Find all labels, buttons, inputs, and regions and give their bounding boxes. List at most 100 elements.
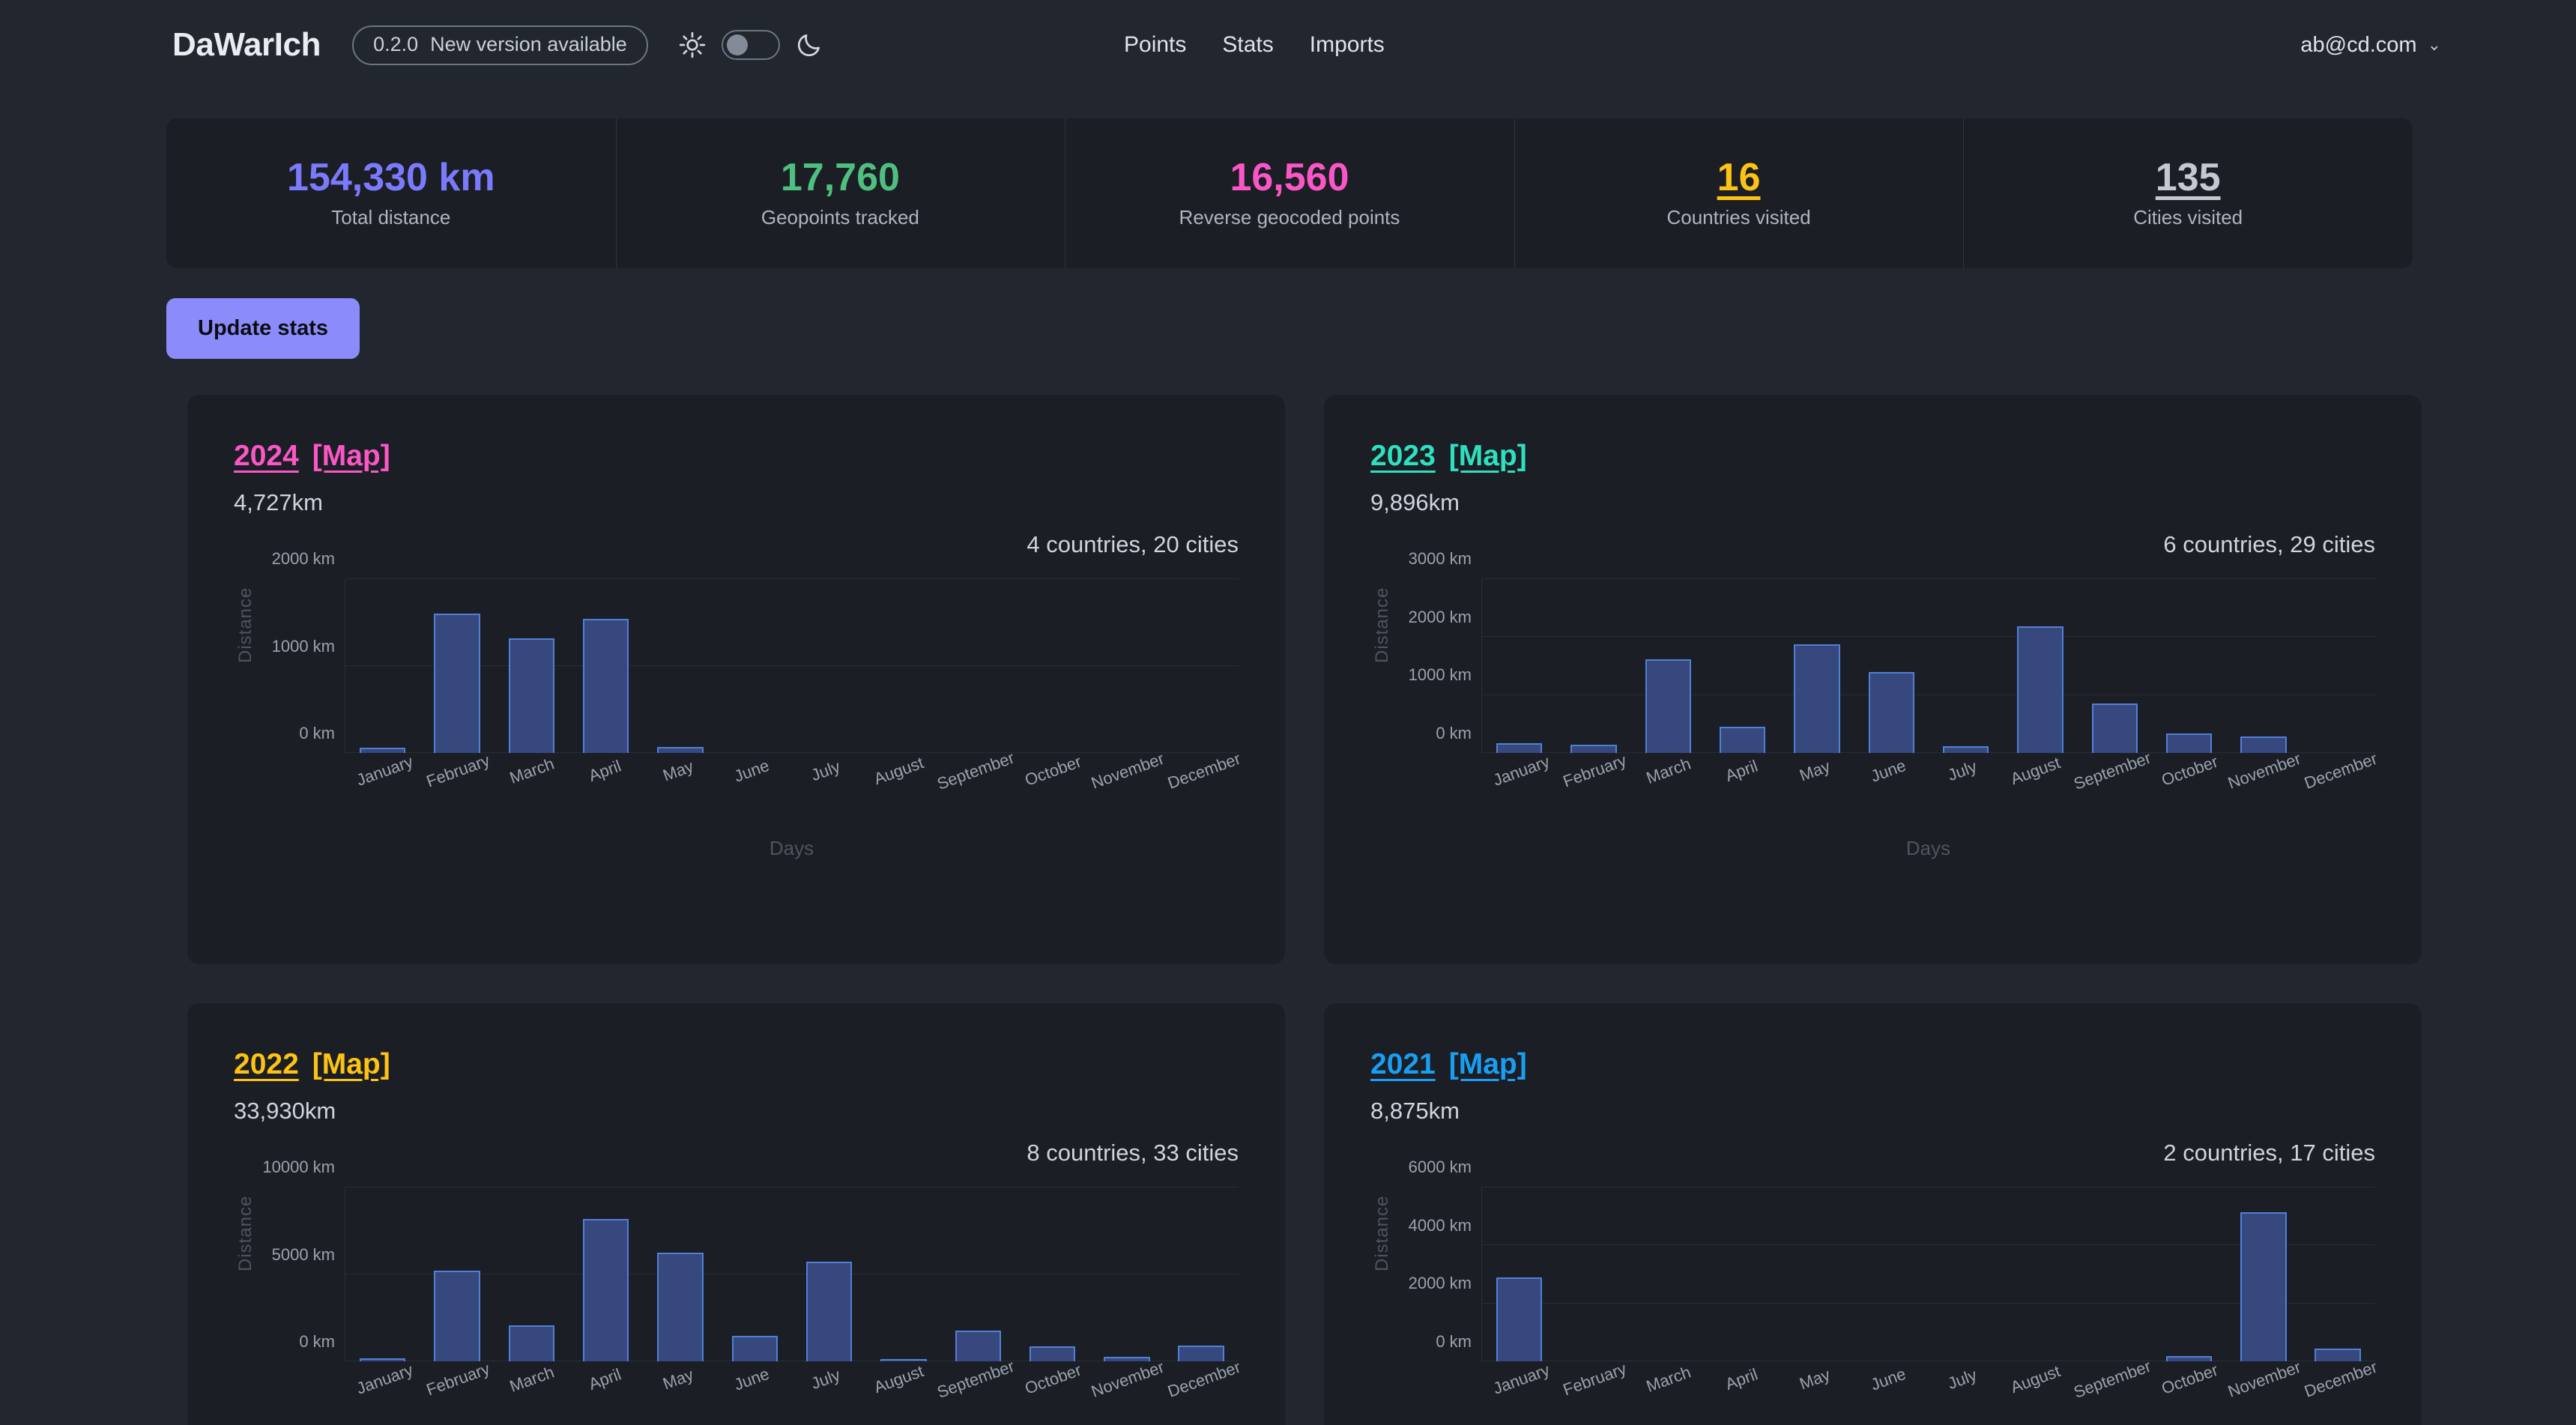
x-axis-tick-label: November: [1089, 1357, 1167, 1401]
bar[interactable]: [1645, 659, 1692, 753]
bar[interactable]: [1104, 1357, 1150, 1361]
year-places-summary: 4 countries, 20 cities: [1027, 531, 1239, 557]
bar[interactable]: [359, 748, 406, 753]
bar-slot: [1705, 1188, 1780, 1361]
year-distance: 8,875km: [1370, 1098, 1460, 1124]
bar[interactable]: [2091, 703, 2138, 753]
chart-plot-area: 0 km 1000 km 2000 km: [272, 549, 1239, 753]
y-axis-title: Distance: [235, 1195, 256, 1271]
bar[interactable]: [731, 1336, 778, 1361]
bar[interactable]: [1178, 1346, 1225, 1361]
x-label-slot: November: [1086, 1358, 1167, 1401]
bar[interactable]: [1719, 727, 1766, 753]
bar[interactable]: [1496, 1277, 1543, 1361]
x-axis-tick-label: March: [1643, 754, 1693, 787]
bar[interactable]: [359, 1358, 406, 1361]
bar[interactable]: [1029, 1346, 1076, 1361]
x-axis-tick-label: December: [2301, 1357, 2380, 1401]
y-axis-tick-label: 1000 km: [1408, 665, 1472, 685]
bar[interactable]: [1570, 745, 1617, 753]
x-label-slot: November: [2223, 749, 2303, 793]
year-card: 2022 [Map] 33,930km 8 countries, 33 cities D…: [187, 1003, 1285, 1425]
x-axis-title: Days: [769, 837, 814, 859]
bar[interactable]: [2017, 626, 2063, 753]
stat-value: 16,560: [1230, 155, 1349, 199]
bar[interactable]: [434, 614, 480, 753]
bar-slot: [941, 579, 1015, 753]
nav-item-points[interactable]: Points: [1124, 32, 1187, 57]
x-label-slot: August: [1995, 753, 2069, 788]
x-label-slot: June: [712, 1364, 785, 1394]
year-link[interactable]: 2023: [1370, 440, 1436, 472]
year-cards-grid: 2024 [Map] 4,727km 4 countries, 20 cities Di…: [187, 395, 2422, 1425]
bar[interactable]: [1942, 745, 1989, 753]
bar-slot: [2226, 579, 2300, 753]
bar[interactable]: [1794, 644, 1840, 753]
bar-slot: [420, 579, 494, 753]
bar[interactable]: [2165, 1356, 2213, 1361]
year-link[interactable]: 2024: [234, 440, 299, 472]
bar[interactable]: [2165, 733, 2213, 753]
map-link[interactable]: [Map]: [312, 1048, 390, 1080]
bar[interactable]: [2240, 736, 2287, 753]
bar[interactable]: [1496, 742, 1543, 753]
version-badge[interactable]: 0.2.0 New version available: [352, 25, 648, 65]
bar[interactable]: [2315, 1348, 2362, 1361]
year-distance: 33,930km: [234, 1098, 336, 1124]
x-axis-tick-label: October: [1022, 1360, 1084, 1398]
bar[interactable]: [582, 1218, 629, 1361]
x-label-slot: December: [2300, 749, 2380, 793]
bar[interactable]: [434, 1271, 480, 1361]
bar-slot: [792, 1188, 866, 1361]
bar[interactable]: [2240, 1211, 2287, 1361]
year-places-summary: 6 countries, 29 cities: [2163, 531, 2375, 557]
x-label-slot: September: [2069, 748, 2154, 793]
bar[interactable]: [805, 1261, 853, 1361]
year-link[interactable]: 2021: [1370, 1048, 1436, 1080]
x-axis-tick-label: March: [507, 1362, 557, 1396]
version-number: 0.2.0: [373, 32, 419, 55]
bar-slot: [866, 579, 940, 753]
x-label-slot: February: [418, 751, 492, 791]
bar[interactable]: [1868, 671, 1915, 753]
x-label-slot: June: [1848, 1364, 1922, 1394]
x-label-slot: September: [932, 1357, 1018, 1402]
bar-slot: [345, 579, 420, 753]
bar[interactable]: [508, 638, 555, 753]
gridline: 0 km: [1436, 724, 2375, 753]
bar[interactable]: [657, 746, 704, 753]
year-link[interactable]: 2022: [234, 1048, 299, 1080]
bar[interactable]: [657, 1253, 704, 1361]
user-menu[interactable]: ab@cd.com ⌄: [2300, 33, 2441, 58]
bar-slot: [1015, 579, 1089, 753]
map-link[interactable]: [Map]: [1448, 440, 1527, 472]
x-axis-tick-label: March: [1643, 1362, 1693, 1396]
update-stats-button[interactable]: Update stats: [166, 298, 360, 359]
theme-toggle[interactable]: [721, 30, 780, 60]
theme-switcher[interactable]: [678, 30, 823, 60]
nav-item-imports[interactable]: Imports: [1309, 32, 1385, 57]
stat-card: 16,560 Reverse geocoded points: [1065, 118, 1514, 268]
year-card-header: 2021 [Map]: [1370, 1048, 2375, 1081]
x-label-slot: October: [1013, 1361, 1086, 1398]
bar[interactable]: [880, 1359, 927, 1361]
nav-item-stats[interactable]: Stats: [1222, 32, 1274, 57]
x-axis-tick-label: February: [423, 1358, 492, 1400]
theme-toggle-knob[interactable]: [726, 34, 748, 55]
bar-series: [345, 1188, 1239, 1361]
x-axis-tick-label: February: [1560, 1358, 1629, 1400]
y-axis-tick-label: 4000 km: [1408, 1215, 1472, 1235]
y-axis-tick-label: 0 km: [1436, 1332, 1472, 1351]
map-link[interactable]: [Map]: [312, 440, 390, 472]
year-places-summary: 8 countries, 33 cities: [1027, 1140, 1239, 1166]
stat-card: 16 Countries visited: [1514, 118, 1964, 268]
x-axis-labels: January February March April May June July Augu…: [1481, 748, 2380, 793]
bar[interactable]: [582, 619, 629, 753]
bar-slot: [1482, 1188, 1556, 1361]
bar[interactable]: [955, 1331, 1002, 1361]
map-link[interactable]: [Map]: [1448, 1048, 1527, 1080]
x-label-slot: February: [418, 1359, 492, 1400]
bar[interactable]: [508, 1325, 555, 1361]
x-label-slot: July: [1922, 1365, 1995, 1393]
stat-card: 17,760 Geopoints tracked: [615, 118, 1065, 268]
